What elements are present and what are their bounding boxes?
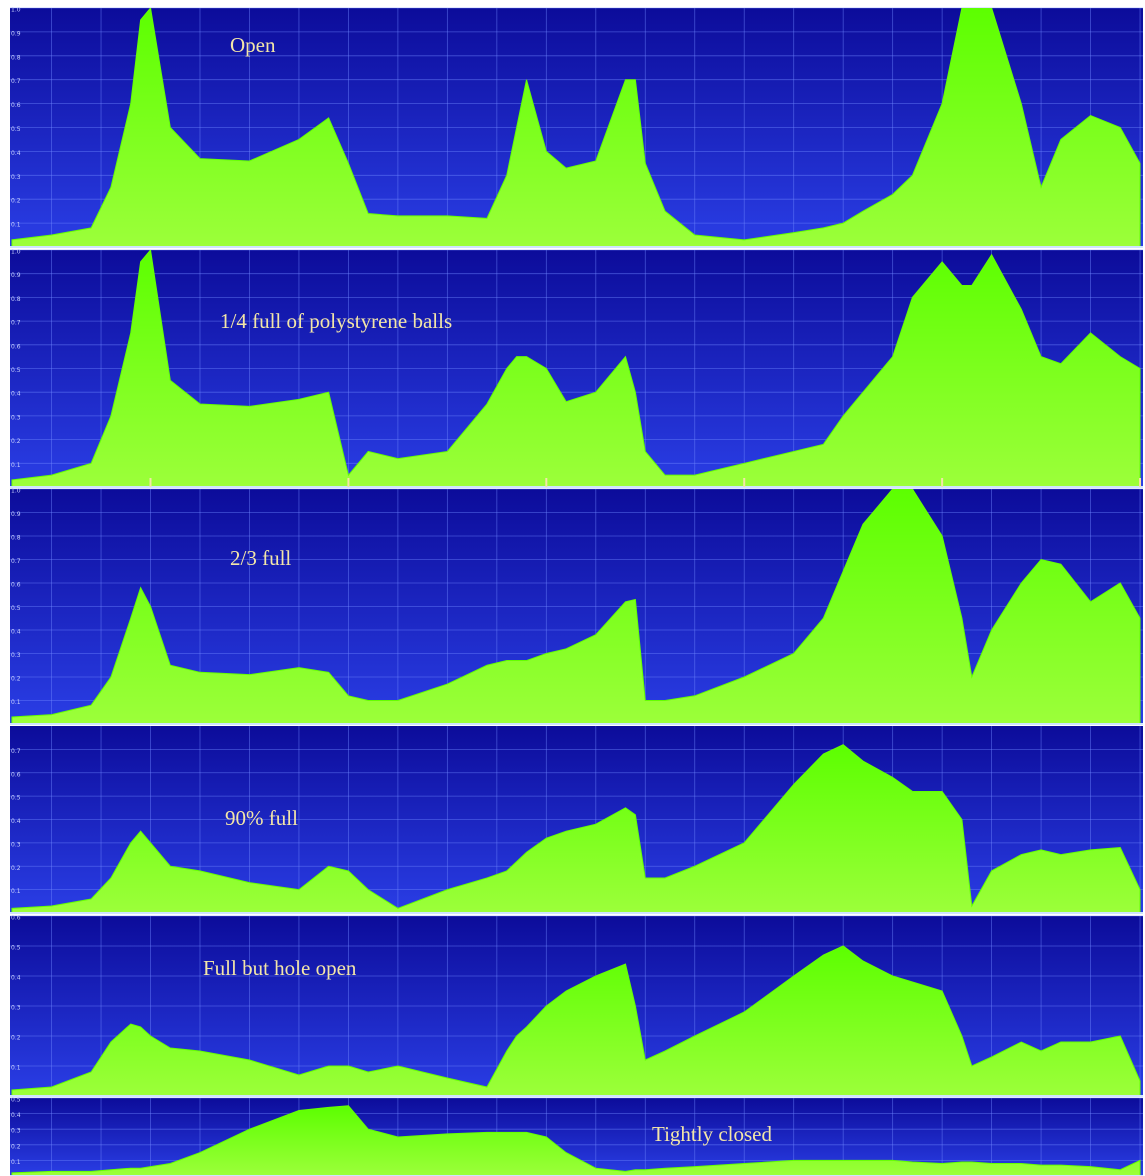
panel-title: 90% full: [225, 806, 298, 830]
y-tick-label: 0.3: [11, 174, 21, 181]
y-tick-label: 0.3: [11, 1005, 21, 1012]
y-tick-label: 0.3: [11, 652, 21, 659]
panel: 0.1 0.2 0.3 0.4 0.5 0.6 0.7 0.8 0.9 1.0 1/4 full o…: [10, 249, 1143, 488]
panel-title: Full but hole open: [203, 956, 357, 980]
y-tick-label: 0.8: [11, 535, 21, 542]
y-tick-label: 0.6: [11, 343, 21, 350]
spectrum-area: [11, 945, 1141, 1096]
spectrum-area: [11, 744, 1141, 913]
y-tick-label: 0.2: [11, 865, 21, 872]
panel: 0.1 0.2 0.3 0.4 0.5 Tightly closed: [10, 1097, 1143, 1176]
y-tick-label: 0.2: [11, 198, 21, 205]
y-tick-label: 0.1: [11, 1159, 21, 1166]
panel-title: Tightly closed: [652, 1122, 772, 1146]
y-tick-label: 0.5: [11, 795, 21, 802]
y-tick-label: 0.8: [11, 296, 21, 303]
y-tick-label: 0.3: [11, 1128, 21, 1135]
panel-title: Open: [230, 33, 276, 57]
y-tick-label: 0.1: [11, 222, 21, 229]
y-tick-label: 0.2: [11, 1143, 21, 1150]
y-tick-label: 1.0: [11, 249, 21, 256]
y-tick-label: 0.7: [11, 748, 21, 755]
panel: 0.1 0.2 0.3 0.4 0.5 0.6 0.7 90% full: [10, 726, 1143, 914]
y-tick-label: 0.7: [11, 558, 21, 565]
y-tick-label: 0.4: [11, 391, 21, 398]
y-tick-label: 0.3: [11, 841, 21, 848]
y-tick-label: 0.5: [11, 126, 21, 133]
y-tick-label: 0.4: [11, 150, 21, 157]
y-tick-label: 0.6: [11, 582, 21, 589]
y-tick-label: 0.2: [11, 438, 21, 445]
y-tick-label: 0.7: [11, 78, 21, 85]
y-tick-label: 0.1: [11, 888, 21, 895]
y-tick-label: 0.1: [11, 699, 21, 706]
y-tick-label: 0.4: [11, 975, 21, 982]
y-tick-label: 0.2: [11, 676, 21, 683]
y-tick-label: 0.5: [11, 1097, 21, 1104]
y-tick-label: 0.8: [11, 54, 21, 61]
y-tick-label: 0.4: [11, 1112, 21, 1119]
y-tick-label: 0.1: [11, 462, 21, 469]
spectrum-area: [11, 1105, 1141, 1176]
y-tick-label: 0.2: [11, 1035, 21, 1042]
y-tick-label: 0.4: [11, 629, 21, 636]
panel: 0.1 0.2 0.3 0.4 0.5 0.6 Full but hole open: [10, 915, 1143, 1097]
y-tick-label: 0.7: [11, 320, 21, 327]
spectrum-area: [11, 8, 1141, 247]
y-tick-label: 0.5: [11, 945, 21, 952]
y-tick-label: 0.6: [11, 102, 21, 109]
panel: 0.1 0.2 0.3 0.4 0.5 0.6 0.7 0.8 0.9 1.0 Open: [10, 7, 1143, 248]
y-tick-label: 0.3: [11, 414, 21, 421]
y-tick-label: 0.6: [11, 915, 21, 922]
y-tick-label: 0.1: [11, 1065, 21, 1072]
y-tick-label: 0.9: [11, 511, 21, 518]
y-tick-label: 0.5: [11, 367, 21, 374]
y-tick-label: 1.0: [11, 488, 21, 495]
y-tick-label: 1.0: [11, 7, 21, 14]
y-tick-label: 0.6: [11, 771, 21, 778]
y-tick-label: 0.9: [11, 272, 21, 279]
y-tick-label: 0.4: [11, 818, 21, 825]
panel-title: 1/4 full of polystyrene balls: [220, 309, 452, 333]
spectrum-area: [11, 250, 1141, 487]
y-tick-label: 0.5: [11, 605, 21, 612]
spectrum-area: [11, 489, 1141, 724]
panel-title: 2/3 full: [230, 546, 291, 570]
panel: 0.1 0.2 0.3 0.4 0.5 0.6 0.7 0.8 0.9 1.0 2/3 full: [10, 488, 1143, 725]
y-tick-label: 0.9: [11, 30, 21, 37]
